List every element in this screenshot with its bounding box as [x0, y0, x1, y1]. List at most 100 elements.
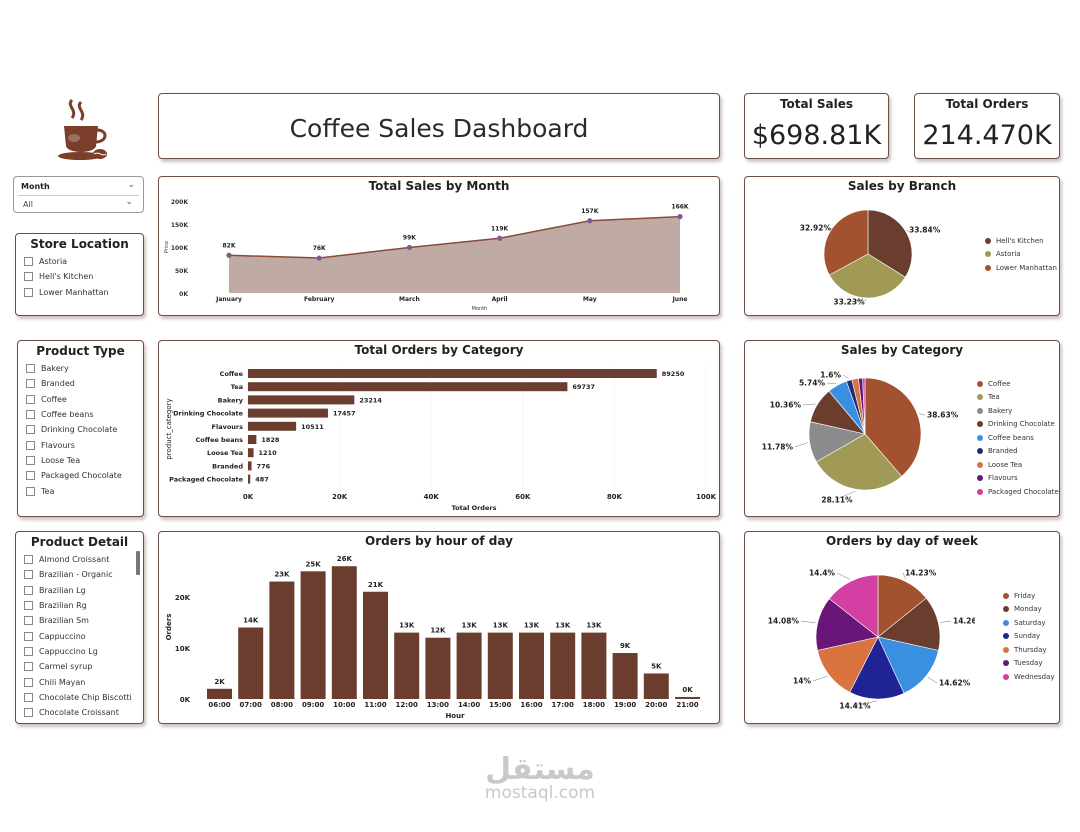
legend-item[interactable]: Hell's Kitchen — [985, 234, 1057, 248]
legend-item[interactable]: Lower Manhattan — [985, 261, 1057, 275]
bar — [425, 637, 451, 699]
checkbox[interactable] — [26, 425, 35, 435]
legend-item[interactable]: Coffee — [977, 377, 1059, 391]
checkbox[interactable] — [24, 555, 33, 565]
product-detail-item[interactable]: Chili Mayan — [24, 674, 137, 689]
legend-item[interactable]: Loose Tea — [977, 458, 1059, 472]
y-tick-label: Drinking Chocolate — [173, 410, 243, 418]
product-detail-item[interactable]: Brazilian Lg — [24, 583, 137, 598]
store-location-item[interactable]: Astoria — [24, 254, 137, 269]
chevron-down-icon[interactable]: ⌄ — [125, 197, 133, 207]
legend-item[interactable]: Packaged Chocolate — [977, 485, 1059, 499]
checkbox[interactable] — [24, 662, 33, 672]
checkbox[interactable] — [26, 379, 35, 389]
store-location-item[interactable]: Hell's Kitchen — [24, 269, 137, 284]
month-filter-label: Month — [21, 182, 50, 191]
legend-item[interactable]: Astoria — [985, 248, 1057, 262]
leader-line — [794, 442, 808, 448]
bar — [248, 448, 254, 458]
watermark-arabic: مستقل — [485, 752, 595, 787]
y-tick-label: 200K — [171, 199, 189, 206]
product-detail-item[interactable]: Cappuccino Lg — [24, 644, 137, 659]
product-type-item[interactable]: Loose Tea — [26, 453, 137, 468]
data-label: 14.4% — [809, 569, 836, 578]
x-tick-label: May — [583, 296, 597, 303]
legend-item[interactable]: Saturday — [1003, 616, 1055, 630]
product-detail-item[interactable]: Almond Croissant — [24, 552, 137, 567]
x-tick-label: January — [215, 296, 242, 303]
product-type-item[interactable]: Bakery — [26, 361, 137, 376]
scrollbar[interactable] — [136, 551, 140, 575]
checkbox[interactable] — [26, 394, 35, 404]
product-type-item[interactable]: Drinking Chocolate — [26, 422, 137, 437]
legend-item[interactable]: Drinking Chocolate — [977, 418, 1059, 432]
data-label: 13K — [493, 622, 509, 630]
product-detail-item[interactable]: Cappuccino — [24, 628, 137, 643]
store-location-item-label: Astoria — [39, 257, 68, 267]
legend-item[interactable]: Friday — [1003, 589, 1055, 603]
checkbox[interactable] — [24, 257, 33, 267]
legend-item[interactable]: Sunday — [1003, 630, 1055, 644]
legend-label: Sunday — [1014, 632, 1041, 641]
legend-item[interactable]: Wednesday — [1003, 670, 1055, 684]
product-detail-item-label: Chili Mayan — [39, 677, 86, 687]
product-detail-item[interactable]: Chocolate Chip Biscotti — [24, 690, 137, 705]
product-detail-item[interactable]: Chocolate Croissant — [24, 705, 137, 720]
legend-item[interactable]: Bakery — [977, 404, 1059, 418]
checkbox[interactable] — [24, 570, 33, 580]
legend-item[interactable]: Tea — [977, 391, 1059, 405]
checkbox[interactable] — [24, 692, 33, 702]
product-type-item[interactable]: Coffee — [26, 392, 137, 407]
checkbox[interactable] — [24, 601, 33, 611]
sales-by-month-chart: 0K 50K 100K 150K 200K 82K January 76K February 99… — [164, 199, 689, 312]
leader-line — [927, 676, 938, 684]
checkbox[interactable] — [24, 287, 33, 297]
checkbox[interactable] — [26, 364, 35, 374]
month-filter-value[interactable]: All — [23, 200, 33, 209]
chevron-down-icon[interactable]: ⌄ — [127, 180, 135, 190]
product-type-item[interactable]: Coffee beans — [26, 407, 137, 422]
checkbox[interactable] — [24, 708, 33, 718]
product-detail-item[interactable]: Carmel syrup — [24, 659, 137, 674]
checkbox[interactable] — [26, 455, 35, 465]
product-type-item[interactable]: Flavours — [26, 437, 137, 452]
store-location-item[interactable]: Lower Manhattan — [24, 285, 137, 300]
page-title: Coffee Sales Dashboard — [289, 114, 589, 143]
product-type-item[interactable]: Packaged Chocolate — [26, 468, 137, 483]
product-type-item[interactable]: Tea — [26, 483, 137, 498]
product-type-item[interactable]: Branded — [26, 376, 137, 391]
product-type-item-label: Flavours — [41, 440, 75, 450]
checkbox[interactable] — [24, 646, 33, 656]
leader-line — [919, 413, 926, 416]
legend-item[interactable]: Coffee beans — [977, 431, 1059, 445]
checkbox[interactable] — [26, 486, 35, 496]
legend-swatch — [977, 461, 983, 468]
checkbox[interactable] — [24, 631, 33, 641]
legend-item[interactable]: Monday — [1003, 603, 1055, 617]
product-detail-item[interactable]: Brazilian Sm — [24, 613, 137, 628]
product-detail-item-label: Cappuccino Lg — [39, 646, 98, 656]
checkbox[interactable] — [24, 677, 33, 687]
leader-line — [852, 700, 877, 707]
product-detail-item[interactable]: Brazilian - Organic — [24, 567, 137, 582]
month-filter[interactable]: Month ⌄ All ⌄ — [13, 176, 144, 213]
checkbox[interactable] — [24, 585, 33, 595]
checkbox[interactable] — [24, 272, 33, 282]
legend-item[interactable]: Thursday — [1003, 643, 1055, 657]
checkbox[interactable] — [24, 616, 33, 626]
data-label: 33.23% — [833, 298, 865, 307]
product-detail-item[interactable]: Brazilian Rg — [24, 598, 137, 613]
legend-item[interactable]: Branded — [977, 445, 1059, 459]
legend-swatch — [1003, 646, 1009, 653]
legend-item[interactable]: Tuesday — [1003, 657, 1055, 671]
legend-item[interactable]: Flavours — [977, 472, 1059, 486]
slicer-list: Astoria Hell's Kitchen Lower Manhattan — [24, 254, 137, 300]
leader-line — [800, 620, 816, 624]
leader-line — [940, 620, 952, 623]
checkbox[interactable] — [26, 410, 35, 420]
kpi-total-orders: Total Orders 214.470K — [914, 93, 1060, 159]
x-tick-label: 20K — [332, 493, 348, 501]
checkbox[interactable] — [26, 440, 35, 450]
data-label: 82K — [223, 242, 236, 249]
checkbox[interactable] — [26, 471, 35, 481]
